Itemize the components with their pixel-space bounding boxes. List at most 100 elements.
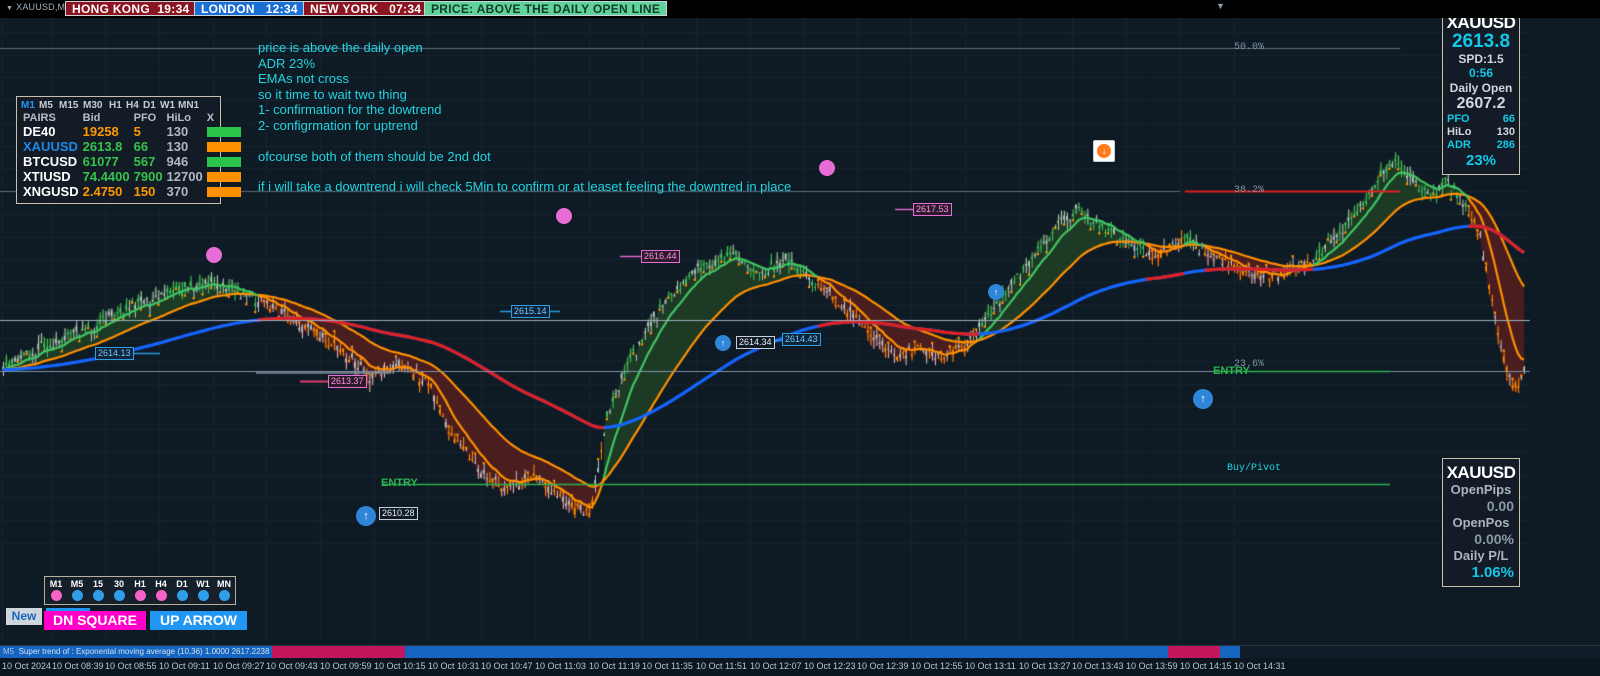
time-axis-label: 10 Oct 11:51 xyxy=(696,661,747,671)
pairs-table: PAIRS Bid PFO HiLo X DE40 19258 5 130 XAUUSD 2613… xyxy=(21,112,243,199)
tf-dot-w1[interactable] xyxy=(197,590,209,601)
time-axis-label: 10 Oct 10:47 xyxy=(481,661,533,671)
new-object-button[interactable]: New xyxy=(6,608,42,625)
symbol-info-panel[interactable]: XAUUSD 2613.8 SPD:1.5 0:56 Daily Open 26… xyxy=(1442,8,1520,175)
pairs-timeframe-w1[interactable]: W1 xyxy=(160,100,175,111)
tf-dot-h1[interactable] xyxy=(134,590,146,601)
tf-dot-d1[interactable] xyxy=(176,590,188,601)
chart-price-tag[interactable]: 2613.37 xyxy=(328,375,367,388)
time-axis[interactable]: 10 Oct 2024 10 Oct 08:39 10 Oct 08:55 10 Oc… xyxy=(0,658,1600,676)
pairs-timeframe-m1[interactable]: M1 xyxy=(21,100,35,111)
pairs-cell-symbol: DE40 xyxy=(23,124,56,139)
session-badge-hong-kong: HONG KONG 19:34 xyxy=(65,1,197,16)
tf-dot-label-h4: H4 xyxy=(155,579,167,589)
tf-dot-cell xyxy=(175,590,189,601)
pairs-row-de40[interactable]: DE40 19258 5 130 xyxy=(21,124,243,139)
up-arrow-button[interactable]: UP ARROW xyxy=(150,611,247,630)
annotation-line-0: price is above the daily open xyxy=(258,40,423,55)
tf-dot-15[interactable] xyxy=(92,590,104,601)
info-panel-hilo-label: HiLo xyxy=(1447,126,1472,138)
pairs-col-pfo: PFO xyxy=(133,112,157,124)
pl-panel-openpos-label: OpenPos xyxy=(1452,515,1510,530)
info-panel-spread: SPD:1.5 xyxy=(1458,52,1504,66)
chart-price-tag[interactable]: 2614.34 xyxy=(736,336,775,349)
buy-signal-marker[interactable]: ↑ xyxy=(356,506,376,526)
price-status-banner: PRICE: ABOVE THE DAILY OPEN LINE xyxy=(424,1,668,16)
pairs-timeframe-m5[interactable]: M5 xyxy=(39,100,53,111)
time-axis-label: 10 Oct 11:19 xyxy=(589,661,640,671)
annotation-line-3: so it time to wait two thing xyxy=(258,86,407,102)
pairs-timeframe-h1[interactable]: H1 xyxy=(109,100,122,111)
pairs-table-header: PAIRS Bid PFO HiLo X xyxy=(21,112,243,124)
pairs-row-xngusd[interactable]: XNGUSD 2.4750 150 370 xyxy=(21,184,243,199)
pairs-cell-bid: 74.4400 xyxy=(82,169,130,184)
scroll-caret-icon[interactable]: ▼ xyxy=(1216,1,1225,11)
tf-dot-label-m1: M1 xyxy=(49,579,63,589)
pairs-cell-bid: 2.4750 xyxy=(82,184,123,199)
sell-signal-marker[interactable]: ↓ xyxy=(1093,140,1115,162)
pairs-timeframe-m15[interactable]: M15 xyxy=(59,100,79,111)
indicator-text: Super trend of : Exponental moving avera… xyxy=(18,647,270,656)
signal-dot-magenta[interactable] xyxy=(819,160,835,176)
chart-price-tag[interactable]: 2614.13 xyxy=(95,347,134,360)
info-panel-hilo-value: 130 xyxy=(1496,126,1515,138)
tf-dot-h4[interactable] xyxy=(155,590,167,601)
pairs-row-xtiusd[interactable]: XTIUSD 74.4400 7900 12700 xyxy=(21,169,243,184)
account-pl-panel[interactable]: XAUUSD OpenPips 0.00 OpenPos 0.00% Daily… xyxy=(1442,458,1520,587)
info-panel-countdown: 0:56 xyxy=(1468,66,1494,80)
pairs-col-pairs: PAIRS xyxy=(23,112,56,124)
info-panel-adr-percent: 23% xyxy=(1465,152,1497,169)
pairs-row-xauusd[interactable]: XAUUSD 2613.8 66 130 xyxy=(21,139,243,154)
annotation-line-6 xyxy=(258,134,791,149)
chart-price-tag[interactable]: 2610.28 xyxy=(379,507,418,520)
sell-arrow-icon: ↓ xyxy=(1097,144,1111,158)
time-axis-label: 10 Oct 13:59 xyxy=(1126,661,1178,671)
time-axis-label: 10 Oct 09:59 xyxy=(320,661,372,671)
pl-panel-dailypl-label: Daily P/L xyxy=(1453,548,1509,563)
chart-price-tag[interactable]: 2617.53 xyxy=(913,203,952,216)
time-axis-label: 10 Oct 11:03 xyxy=(535,661,586,671)
timeframe-dot-labels: M1 M5 15 30 H1 H4 D1 W1 MN xyxy=(49,579,231,589)
info-panel-pfo-label: PFO xyxy=(1447,113,1470,125)
buy-signal-marker[interactable]: ↑ xyxy=(988,284,1004,300)
tf-dot-m1[interactable] xyxy=(50,590,62,601)
pairs-cell-bid: 19258 xyxy=(82,124,119,139)
buy-signal-marker[interactable]: ↑ xyxy=(1193,389,1213,409)
signal-dot-magenta[interactable] xyxy=(556,208,572,224)
indicator-magenta-segment-2 xyxy=(1168,646,1220,659)
tf-dot-cell xyxy=(70,590,84,601)
timeframe-signal-dots-panel[interactable]: M1 M5 15 30 H1 H4 D1 W1 MN xyxy=(44,576,236,605)
time-axis-label: 10 Oct 13:11 xyxy=(965,661,1016,671)
pairs-watchlist-panel[interactable]: M1 M5 M15 M30 H1 H4 D1 W1 MN1 PAIRS Bid PFO HiLo X D… xyxy=(16,96,241,204)
pl-panel-dailypl-value: 1.06% xyxy=(1471,564,1514,581)
chart-price-tag[interactable]: 2615.14 xyxy=(511,305,550,318)
info-panel-hilo-row: HiLo 130 xyxy=(1445,126,1517,139)
pairs-strength-bar xyxy=(206,141,241,152)
tf-dot-30[interactable] xyxy=(113,590,125,601)
session-time-hong-kong: 19:34 xyxy=(157,2,190,16)
session-badge-new-york: NEW YORK 07:34 xyxy=(303,1,429,16)
chart-price-tag[interactable]: 2614.43 xyxy=(782,333,821,346)
pairs-timeframe-m30[interactable]: M30 xyxy=(83,100,103,111)
time-axis-label: 10 Oct 2024 xyxy=(2,661,52,671)
buy-signal-marker[interactable]: ↑ xyxy=(715,335,731,351)
pairs-timeframe-d1[interactable]: D1 xyxy=(143,100,156,111)
indicator-status-bar[interactable]: M5 Super trend of : Exponental moving av… xyxy=(0,645,1600,659)
collapse-caret-icon[interactable]: ▼ xyxy=(6,5,14,12)
time-axis-label: 10 Oct 10:15 xyxy=(374,661,426,671)
info-panel-daily-open-value: 2607.2 xyxy=(1456,95,1506,112)
tf-dot-mn[interactable] xyxy=(218,590,230,601)
pairs-cell-x xyxy=(205,169,243,184)
chart-price-tag[interactable]: 2616.44 xyxy=(641,250,680,263)
tf-dot-label-w1: W1 xyxy=(196,579,210,589)
tf-dot-m5[interactable] xyxy=(71,590,83,601)
pairs-row-btcusd[interactable]: BTCUSD 61077 567 946 xyxy=(21,154,243,169)
tf-dot-cell xyxy=(49,590,63,601)
signal-dot-magenta[interactable] xyxy=(206,247,222,263)
pairs-cell-pfo: 7900 xyxy=(133,169,163,184)
dn-square-button[interactable]: DN SQUARE xyxy=(44,611,146,630)
time-axis-label: 10 Oct 14:31 xyxy=(1234,661,1286,671)
pairs-timeframe-row[interactable]: M1 M5 M15 M30 H1 H4 D1 W1 MN1 xyxy=(21,100,216,111)
pairs-timeframe-h4[interactable]: H4 xyxy=(126,100,139,111)
pairs-timeframe-mn1[interactable]: MN1 xyxy=(178,100,200,111)
